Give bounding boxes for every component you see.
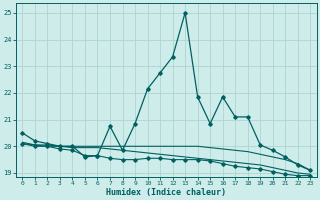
X-axis label: Humidex (Indice chaleur): Humidex (Indice chaleur) xyxy=(106,188,226,197)
